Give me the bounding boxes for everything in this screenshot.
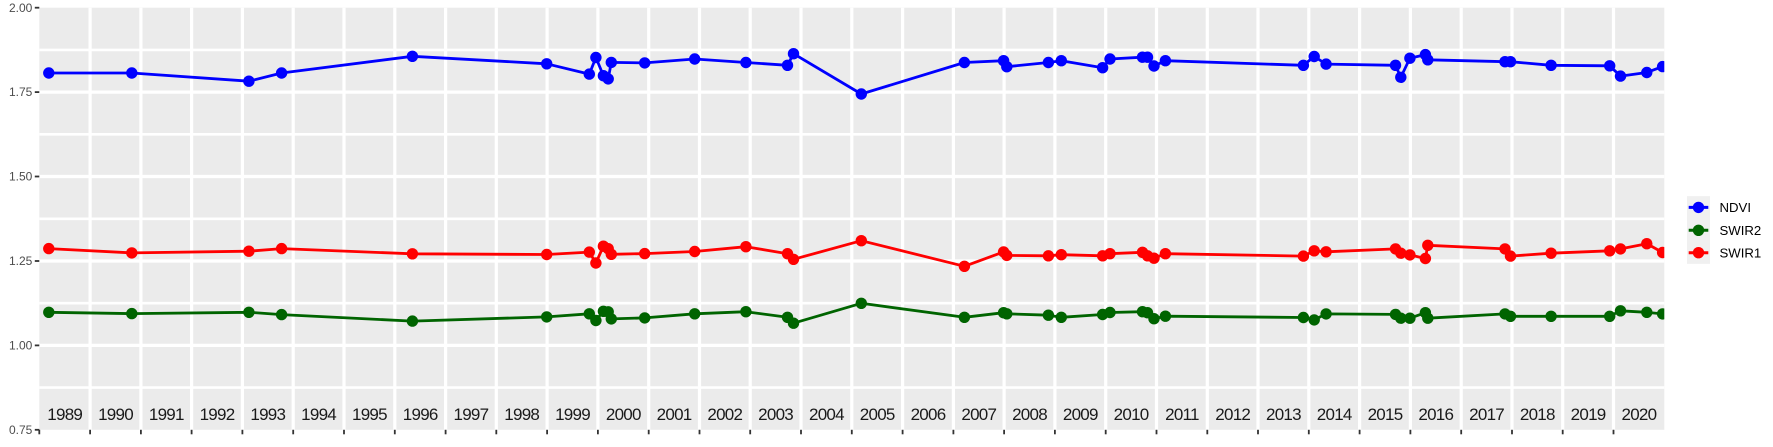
svg-text:1989: 1989 [47, 405, 82, 424]
svg-text:2005: 2005 [860, 405, 895, 424]
svg-text:2011: 2011 [1165, 405, 1199, 424]
svg-text:2000: 2000 [606, 405, 641, 424]
svg-text:2018: 2018 [1520, 405, 1555, 424]
svg-text:2019: 2019 [1571, 405, 1606, 424]
svg-text:1.75: 1.75 [9, 85, 33, 99]
svg-text:1997: 1997 [453, 405, 488, 424]
svg-text:1993: 1993 [250, 405, 285, 424]
svg-text:2014: 2014 [1317, 405, 1352, 424]
svg-text:1991: 1991 [149, 405, 184, 424]
svg-text:1995: 1995 [352, 405, 387, 424]
svg-text:2006: 2006 [911, 405, 946, 424]
svg-text:2009: 2009 [1063, 405, 1098, 424]
svg-text:2020: 2020 [1621, 405, 1656, 424]
svg-text:2013: 2013 [1266, 405, 1301, 424]
svg-text:2015: 2015 [1368, 405, 1403, 424]
svg-text:1.25: 1.25 [9, 254, 33, 268]
svg-text:1990: 1990 [98, 405, 133, 424]
svg-text:2007: 2007 [961, 405, 996, 424]
svg-text:2002: 2002 [707, 405, 742, 424]
svg-text:0.75: 0.75 [9, 423, 33, 437]
svg-text:1994: 1994 [301, 405, 336, 424]
svg-text:2016: 2016 [1418, 405, 1453, 424]
svg-text:1.00: 1.00 [9, 339, 33, 353]
svg-text:2003: 2003 [758, 405, 793, 424]
svg-text:2012: 2012 [1215, 405, 1250, 424]
svg-text:SWIR1: SWIR1 [1720, 245, 1762, 260]
svg-text:2001: 2001 [657, 405, 692, 424]
svg-text:2017: 2017 [1469, 405, 1504, 424]
svg-text:1999: 1999 [555, 405, 590, 424]
svg-text:2010: 2010 [1114, 405, 1149, 424]
svg-text:1992: 1992 [200, 405, 235, 424]
svg-text:2008: 2008 [1012, 405, 1047, 424]
svg-text:2004: 2004 [809, 405, 844, 424]
svg-text:SWIR2: SWIR2 [1720, 223, 1762, 238]
svg-text:2.00: 2.00 [9, 1, 33, 15]
svg-text:1996: 1996 [403, 405, 438, 424]
svg-text:NDVI: NDVI [1720, 200, 1752, 215]
svg-text:1.50: 1.50 [9, 170, 33, 184]
svg-text:1998: 1998 [504, 405, 539, 424]
